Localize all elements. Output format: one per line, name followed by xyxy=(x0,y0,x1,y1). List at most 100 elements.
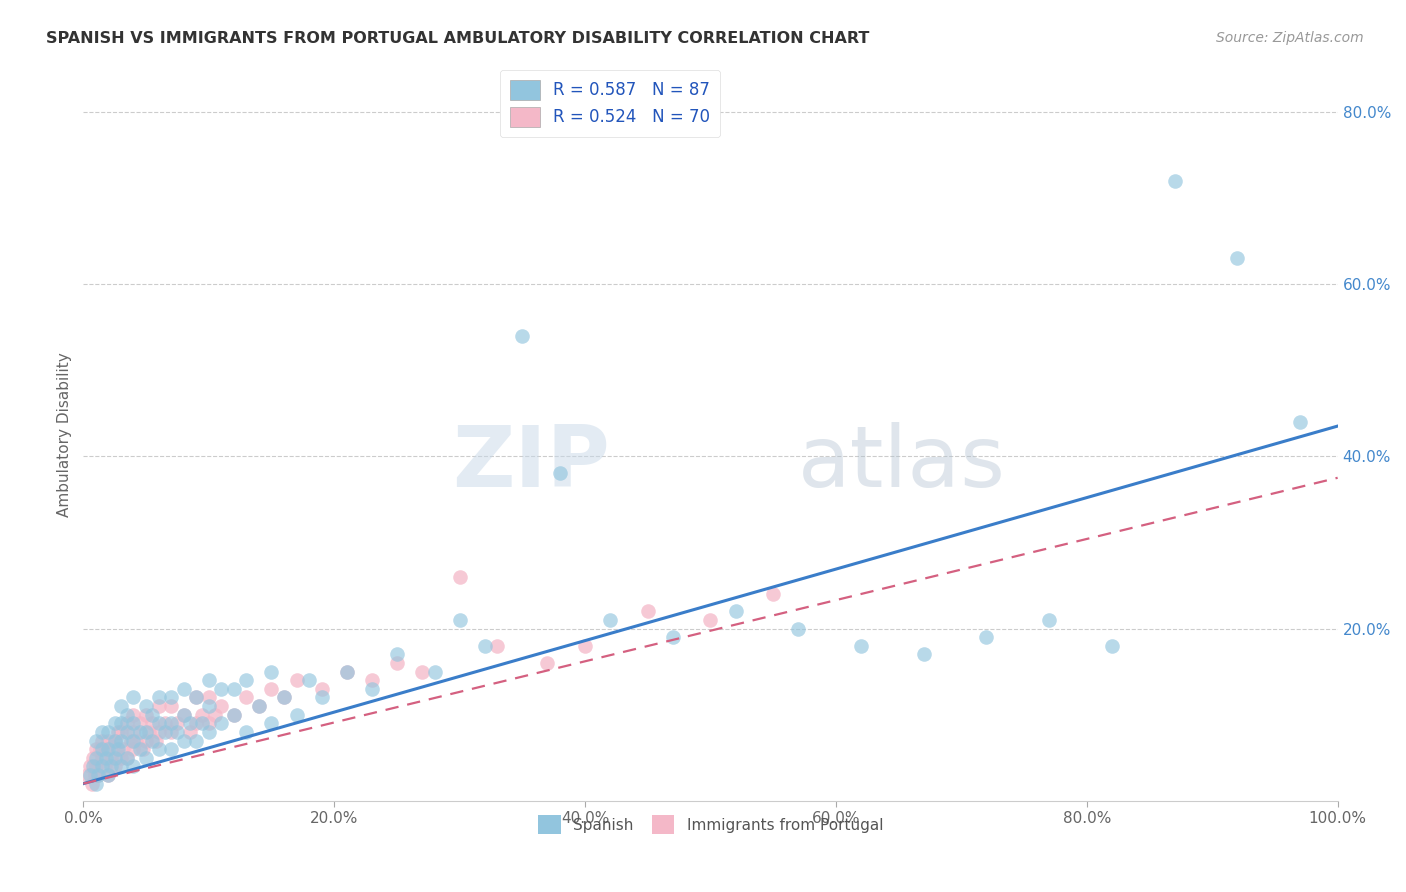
Point xyxy=(122,759,145,773)
Point xyxy=(128,725,150,739)
Point xyxy=(699,613,721,627)
Point xyxy=(110,716,132,731)
Point xyxy=(107,742,129,756)
Point xyxy=(360,673,382,688)
Point xyxy=(247,699,270,714)
Point xyxy=(110,699,132,714)
Point xyxy=(125,733,148,747)
Point xyxy=(148,725,170,739)
Point xyxy=(186,690,208,705)
Text: SPANISH VS IMMIGRANTS FROM PORTUGAL AMBULATORY DISABILITY CORRELATION CHART: SPANISH VS IMMIGRANTS FROM PORTUGAL AMBU… xyxy=(46,31,870,46)
Point xyxy=(209,716,232,731)
Legend: Spanish, Immigrants from Portugal: Spanish, Immigrants from Portugal xyxy=(527,805,894,845)
Point xyxy=(82,751,104,765)
Point xyxy=(84,742,107,756)
Point xyxy=(160,725,183,739)
Point xyxy=(145,733,167,747)
Point xyxy=(662,630,685,644)
Point xyxy=(173,733,195,747)
Point xyxy=(1101,639,1123,653)
Point xyxy=(91,725,114,739)
Point xyxy=(79,759,101,773)
Point xyxy=(79,768,101,782)
Point xyxy=(637,604,659,618)
Point xyxy=(80,777,103,791)
Point xyxy=(197,699,219,714)
Point xyxy=(179,716,201,731)
Point xyxy=(148,690,170,705)
Point xyxy=(97,725,120,739)
Point xyxy=(423,665,446,679)
Text: Source: ZipAtlas.com: Source: ZipAtlas.com xyxy=(1216,31,1364,45)
Point xyxy=(100,751,122,765)
Point xyxy=(160,699,183,714)
Point xyxy=(1289,415,1312,429)
Point xyxy=(141,716,163,731)
Point xyxy=(110,733,132,747)
Point xyxy=(222,707,245,722)
Point xyxy=(132,742,155,756)
Point xyxy=(849,639,872,653)
Point xyxy=(104,733,127,747)
Point xyxy=(84,777,107,791)
Point xyxy=(247,699,270,714)
Point xyxy=(166,716,188,731)
Point xyxy=(574,639,596,653)
Point xyxy=(197,716,219,731)
Point xyxy=(209,699,232,714)
Point xyxy=(122,725,145,739)
Point xyxy=(235,690,257,705)
Point xyxy=(222,707,245,722)
Point xyxy=(285,673,308,688)
Text: atlas: atlas xyxy=(799,423,1007,506)
Point xyxy=(115,716,138,731)
Point xyxy=(112,742,135,756)
Point xyxy=(510,328,533,343)
Point xyxy=(122,733,145,747)
Point xyxy=(128,716,150,731)
Point xyxy=(135,707,157,722)
Point xyxy=(336,665,359,679)
Point xyxy=(166,725,188,739)
Point xyxy=(486,639,509,653)
Point xyxy=(179,725,201,739)
Point xyxy=(104,716,127,731)
Point xyxy=(548,467,571,481)
Point xyxy=(153,716,176,731)
Point xyxy=(115,725,138,739)
Point xyxy=(122,707,145,722)
Point xyxy=(1163,173,1185,187)
Point xyxy=(260,681,283,696)
Point xyxy=(122,716,145,731)
Point xyxy=(84,759,107,773)
Point xyxy=(191,716,214,731)
Point xyxy=(84,733,107,747)
Point xyxy=(110,751,132,765)
Point xyxy=(311,690,333,705)
Point xyxy=(599,613,621,627)
Point xyxy=(912,648,935,662)
Point xyxy=(89,742,111,756)
Point xyxy=(148,742,170,756)
Point xyxy=(87,768,110,782)
Point xyxy=(186,716,208,731)
Point xyxy=(135,699,157,714)
Point xyxy=(411,665,433,679)
Point xyxy=(84,751,107,765)
Point xyxy=(173,707,195,722)
Point xyxy=(128,742,150,756)
Point xyxy=(160,742,183,756)
Point xyxy=(91,733,114,747)
Point xyxy=(787,622,810,636)
Y-axis label: Ambulatory Disability: Ambulatory Disability xyxy=(58,352,72,517)
Point xyxy=(135,733,157,747)
Point xyxy=(449,613,471,627)
Point xyxy=(976,630,998,644)
Point xyxy=(474,639,496,653)
Point xyxy=(273,690,295,705)
Point xyxy=(100,759,122,773)
Point xyxy=(260,665,283,679)
Point xyxy=(141,733,163,747)
Point xyxy=(115,707,138,722)
Point xyxy=(141,707,163,722)
